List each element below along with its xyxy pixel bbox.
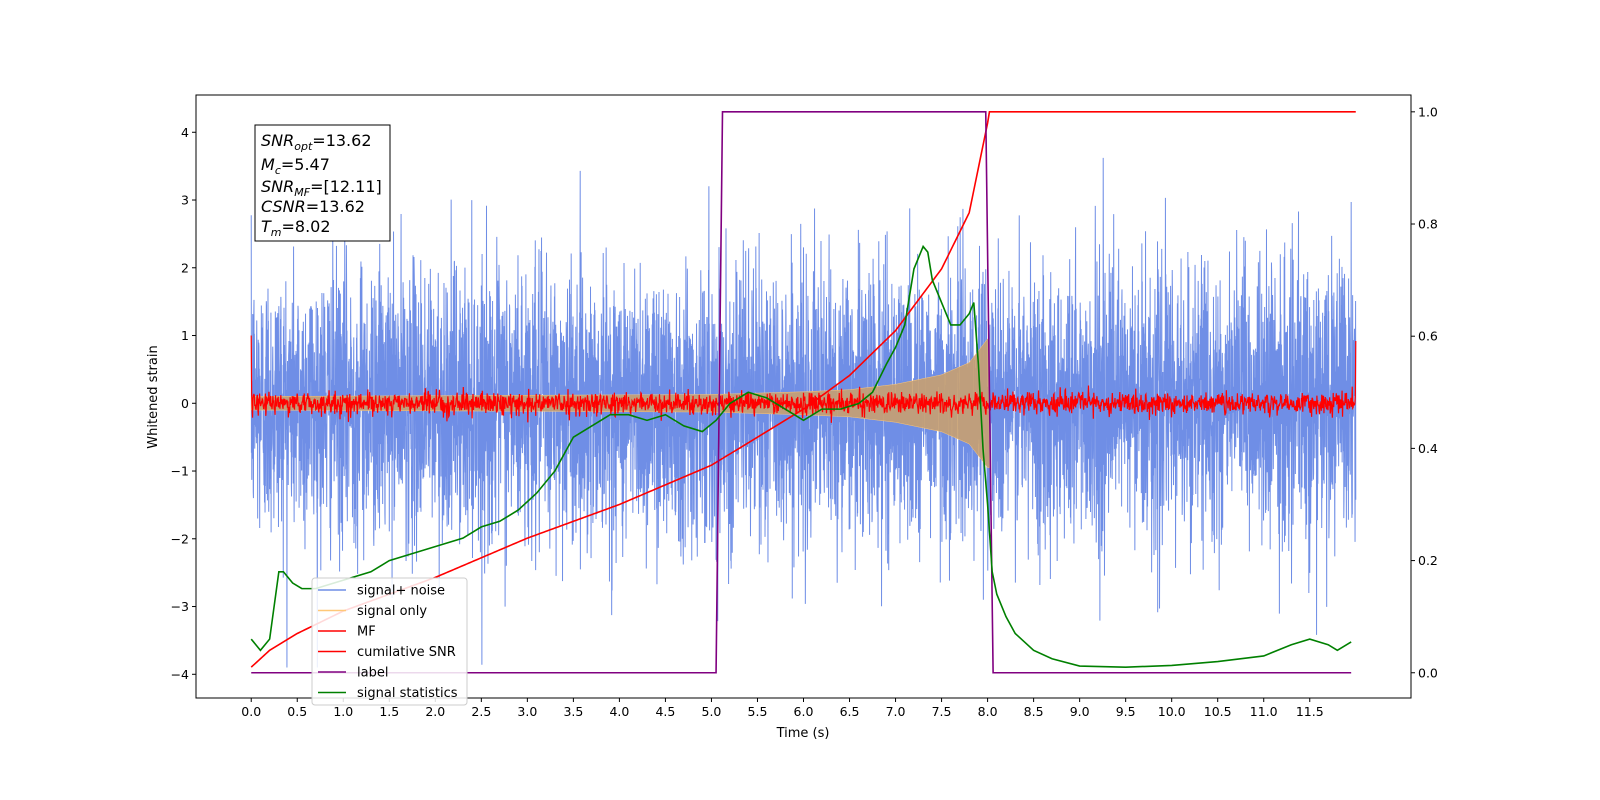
y-tick-label: −2 xyxy=(171,531,189,546)
x-tick-label: 6.5 xyxy=(840,704,860,719)
y2-tick-label: 0.6 xyxy=(1418,329,1438,344)
info-box: SNRopt=13.62 Mc=5.47 SNRMF=[12.11] CSNR=… xyxy=(254,124,391,242)
legend-label: signal+ noise xyxy=(357,584,445,599)
x-tick-label: 5.5 xyxy=(748,704,768,719)
y2-tick-label: 0.2 xyxy=(1418,553,1438,568)
x-tick-label: 6.0 xyxy=(794,704,814,719)
x-tick-label: 2.0 xyxy=(425,704,445,719)
series-signal-statistics xyxy=(250,244,1352,668)
x-tick-label: 5.0 xyxy=(702,704,722,719)
y2-tick-label: 0.4 xyxy=(1418,441,1438,456)
x-tick-label: 0.0 xyxy=(241,704,261,719)
x-axis: 0.0 0.5 1.0 1.5 2.0 2.5 3.0 3.5 4.0 4.5 5.0 5.5 6.0 6… xyxy=(241,698,1324,719)
x-tick-label: 4.0 xyxy=(609,704,629,719)
info-csnr: CSNR=13.62 xyxy=(261,197,365,216)
x-tick-label: 3.5 xyxy=(563,704,583,719)
legend-label: signal only xyxy=(357,604,427,619)
legend-label: cumilative SNR xyxy=(357,645,456,660)
series-cumulative-snr xyxy=(250,111,1356,668)
x-tick-label: 10.0 xyxy=(1158,704,1186,719)
legend-label: signal statistics xyxy=(357,686,458,701)
series-signal-noise xyxy=(250,157,1357,668)
y2-tick-label: 0.0 xyxy=(1418,665,1438,680)
x-tick-label: 9.5 xyxy=(1116,704,1136,719)
info-tm: Tm=8.02 xyxy=(261,217,331,239)
y-tick-label: 2 xyxy=(181,260,189,275)
x-tick-label: 8.0 xyxy=(978,704,998,719)
x-tick-label: 10.5 xyxy=(1204,704,1232,719)
y-axis-label: Whitened strain xyxy=(146,345,161,448)
legend-label: label xyxy=(357,666,388,681)
x-tick-label: 11.0 xyxy=(1250,704,1278,719)
y-tick-label: 0 xyxy=(181,396,189,411)
info-mc: Mc=5.47 xyxy=(261,155,330,177)
x-tick-label: 4.5 xyxy=(655,704,675,719)
x-tick-label: 7.5 xyxy=(932,704,952,719)
x-tick-label: 8.5 xyxy=(1024,704,1044,719)
x-tick-label: 11.5 xyxy=(1296,704,1324,719)
y-tick-label: −1 xyxy=(171,464,189,479)
x-tick-label: 9.0 xyxy=(1070,704,1090,719)
info-snr-opt: SNRopt=13.62 xyxy=(261,131,372,153)
y2-tick-label: 1.0 xyxy=(1418,104,1438,119)
legend-frame xyxy=(311,577,468,706)
x-tick-label: 2.5 xyxy=(471,704,491,719)
x-tick-label: 1.0 xyxy=(333,704,353,719)
x-tick-label: 0.5 xyxy=(287,704,307,719)
y-axis-left: 4 3 2 1 0 −1 −2 −3 −4 xyxy=(171,125,196,682)
y-tick-label: −3 xyxy=(171,599,189,614)
x-tick-label: 3.0 xyxy=(517,704,537,719)
y2-tick-label: 0.8 xyxy=(1418,217,1438,232)
x-tick-label: 7.0 xyxy=(886,704,906,719)
y-tick-label: 1 xyxy=(181,328,189,343)
series-mf xyxy=(250,335,1357,423)
y-tick-label: 3 xyxy=(181,193,189,208)
y-axis-right: 1.0 0.8 0.6 0.4 0.2 0.0 xyxy=(1411,104,1438,680)
info-box-frame xyxy=(254,124,391,242)
series-label xyxy=(251,111,1352,674)
legend: signal+ noise signal only MF cumilative SNR… xyxy=(311,577,468,706)
y-tick-label: 4 xyxy=(181,125,189,140)
y-tick-label: −4 xyxy=(171,667,189,682)
plot-layer xyxy=(250,111,1357,674)
x-axis-label: Time (s) xyxy=(776,726,830,741)
legend-label: MF xyxy=(357,625,376,640)
x-tick-label: 1.5 xyxy=(379,704,399,719)
info-snr-mf: SNRMF=[12.11] xyxy=(261,177,382,199)
